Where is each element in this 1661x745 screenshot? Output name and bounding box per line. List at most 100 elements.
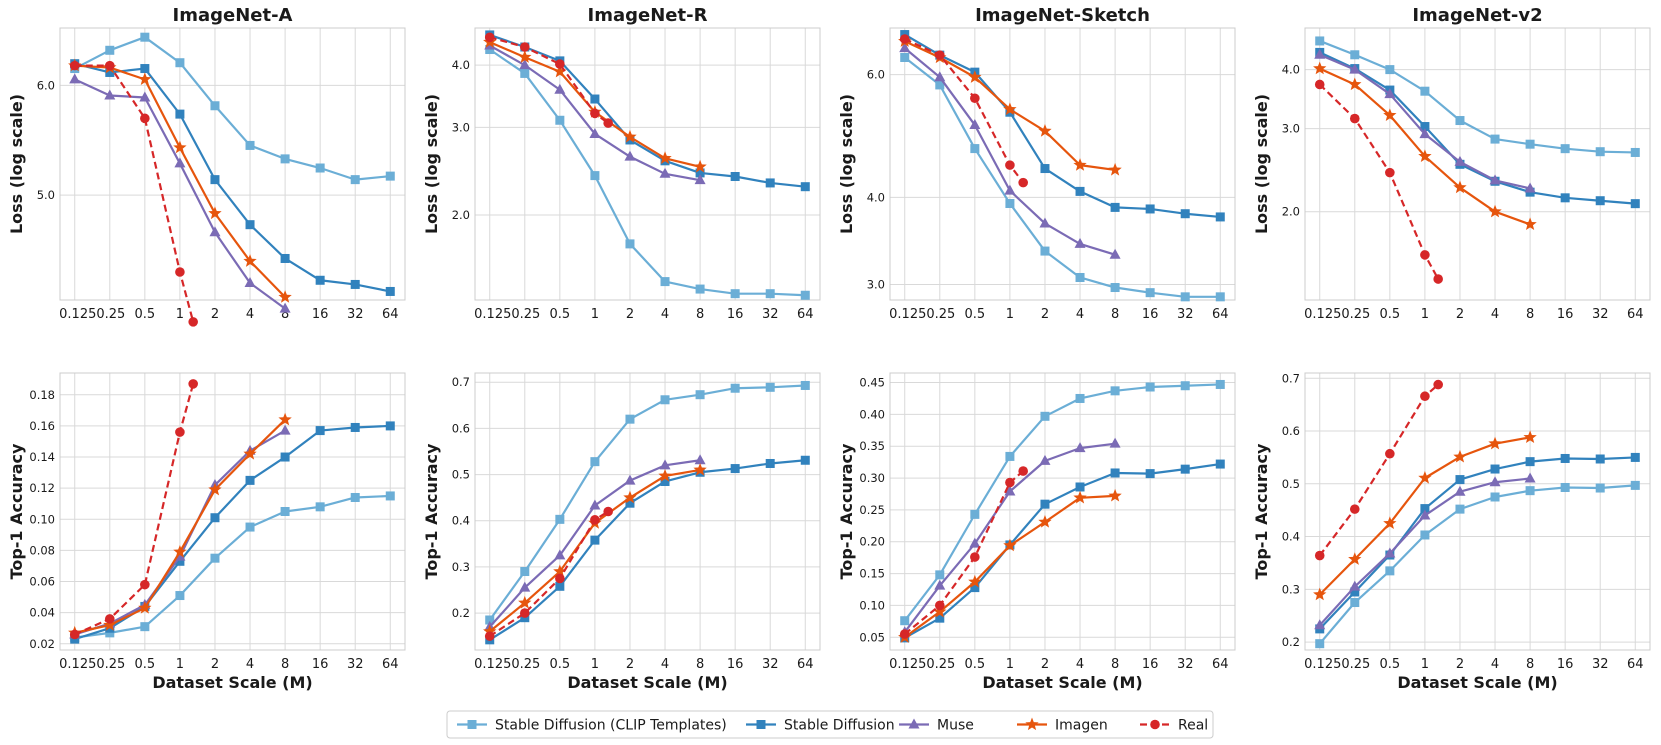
data-point-stable-diffusion-clip-templates [1420, 530, 1430, 540]
data-point-stable-diffusion-clip-templates [1490, 134, 1500, 144]
x-tick-label: 0.5 [965, 657, 986, 672]
data-point-stable-diffusion [625, 498, 635, 508]
data-point-stable-diffusion-clip-templates [1560, 144, 1570, 154]
x-tick-label: 2 [211, 657, 219, 672]
series-line-real [1318, 383, 1439, 557]
data-point-stable-diffusion [245, 475, 255, 485]
series-line-real [74, 383, 195, 636]
x-tick-label: 64 [1627, 307, 1644, 322]
data-point-stable-diffusion-clip-templates [1040, 246, 1050, 256]
data-point-stable-diffusion-clip-templates [1180, 292, 1190, 302]
series-muse [1314, 48, 1536, 193]
legend-marker [908, 718, 920, 729]
x-tick-label: 0.5 [550, 307, 571, 322]
data-point-imagen [1488, 436, 1502, 450]
y-tick-label: 0.06 [29, 575, 55, 589]
series-line-stable-diffusion-clip-templates [904, 56, 1221, 298]
data-point-stable-diffusion-clip-templates [660, 277, 670, 287]
data-point-muse [1524, 472, 1536, 483]
y-tick-label: 0.16 [29, 419, 55, 433]
series-line-real [74, 64, 195, 323]
data-point-stable-diffusion [175, 109, 185, 119]
y-tick-label: 0.12 [29, 481, 55, 495]
y-axis-label: Top-1 Accuracy [837, 443, 856, 579]
data-point-stable-diffusion-clip-templates [660, 395, 670, 405]
legend-label: Stable Diffusion (CLIP Templates) [495, 718, 727, 734]
data-point-muse [1074, 442, 1086, 453]
data-point-real [1433, 274, 1443, 284]
data-point-muse [1454, 485, 1466, 496]
data-point-muse [104, 89, 116, 100]
data-point-stable-diffusion [730, 464, 740, 474]
data-point-real [188, 317, 198, 327]
series-stable-diffusion [485, 30, 810, 192]
x-tick-label: 2 [1041, 307, 1049, 322]
x-axis-label: Dataset Scale (M) [152, 673, 312, 692]
x-axis-label: Dataset Scale (M) [1397, 673, 1557, 692]
data-point-stable-diffusion-clip-templates [1315, 639, 1325, 649]
data-point-real [1433, 379, 1443, 390]
panel-1-1-accuracy-imagenet-r: 0.2 0.3 0.4 0.5 0.6 0.7 0.1250.25 0.5 1 2 4 8 16 32 64… [422, 372, 821, 692]
data-point-stable-diffusion [800, 182, 810, 192]
data-point-stable-diffusion-clip-templates [1350, 50, 1360, 60]
data-point-real [104, 60, 115, 71]
panel-0-2-loss-imagenet-sketch: ImageNet-Sketch 3.0 4.0 6.0 0.1250.25 0.5 1 2 4 8… [837, 5, 1236, 322]
data-point-real [1420, 250, 1430, 260]
data-point-stable-diffusion-clip-templates [1040, 411, 1050, 421]
data-point-real [1349, 113, 1360, 124]
data-point-imagen [1108, 162, 1122, 176]
x-tick-label: 4 [1491, 307, 1499, 322]
data-point-stable-diffusion [385, 421, 395, 431]
data-point-muse [589, 499, 601, 510]
panel-1-0-accuracy-imagenet-a: 0.02 0.04 0.06 0.08 0.10 0.12 0.14 0.16 0.18 0.12… [7, 372, 406, 692]
x-tick-label: 4 [661, 307, 669, 322]
data-point-stable-diffusion-clip-templates [1630, 147, 1640, 157]
data-point-stable-diffusion [1560, 453, 1570, 463]
data-point-stable-diffusion-clip-templates [1215, 292, 1225, 302]
data-point-imagen [138, 600, 152, 614]
legend-entry-real: Real [1140, 718, 1208, 734]
data-point-muse [934, 71, 946, 82]
data-point-real [555, 573, 565, 584]
data-point-stable-diffusion [105, 67, 115, 77]
x-tick-label: 64 [382, 307, 399, 322]
data-point-stable-diffusion [1630, 199, 1640, 209]
panel-title: ImageNet-Sketch [975, 5, 1150, 26]
x-tick-label: 4 [661, 657, 669, 672]
data-point-muse [1524, 182, 1536, 193]
data-point-imagen [208, 206, 222, 220]
x-tick-label: 2 [1456, 307, 1464, 322]
data-point-real [1018, 466, 1028, 476]
data-point-muse [899, 42, 911, 53]
y-axis-label: Top-1 Accuracy [7, 443, 26, 579]
data-point-stable-diffusion-clip-templates [1490, 492, 1500, 502]
data-point-stable-diffusion-clip-templates [1630, 480, 1640, 490]
x-tick-label: 1 [1421, 307, 1429, 322]
data-point-real [484, 32, 495, 43]
data-point-muse [969, 537, 981, 548]
x-tick-label: 8 [1526, 657, 1534, 672]
data-point-stable-diffusion-clip-templates [555, 514, 565, 524]
data-point-stable-diffusion-clip-templates [1525, 486, 1535, 496]
data-point-stable-diffusion-clip-templates [1595, 147, 1605, 157]
data-point-real [1005, 160, 1015, 170]
data-point-stable-diffusion-clip-templates [590, 457, 600, 467]
x-tick-label: 2 [211, 307, 219, 322]
x-tick-label: 16 [1142, 307, 1159, 322]
data-point-muse [1349, 580, 1361, 591]
y-tick-label: 0.35 [859, 439, 885, 453]
series-line-real [489, 36, 609, 124]
data-point-stable-diffusion [765, 178, 775, 188]
x-tick-label: 32 [347, 307, 364, 322]
data-point-stable-diffusion [800, 455, 810, 465]
x-tick-label: 0.1250.25 [889, 307, 955, 322]
data-point-real [519, 608, 530, 618]
data-point-stable-diffusion-clip-templates [900, 52, 910, 62]
y-tick-label: 0.4 [452, 514, 470, 528]
legend-entry-muse: Muse [899, 718, 974, 734]
data-point-real [69, 60, 80, 71]
data-point-stable-diffusion-clip-templates [105, 45, 115, 55]
series-stable-diffusion [1315, 47, 1640, 209]
series-muse [1314, 472, 1536, 630]
data-point-stable-diffusion [315, 275, 325, 285]
